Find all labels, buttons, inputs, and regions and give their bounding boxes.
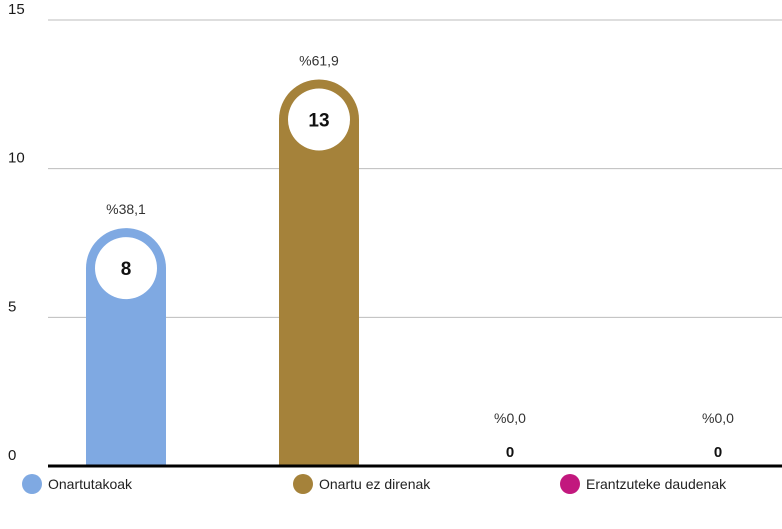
bars [86, 79, 359, 466]
legend-item-onartu-ez-direnak: Onartu ez direnak [293, 474, 430, 494]
percent-label: %61,9 [299, 52, 339, 68]
legend-swatch-erantzuteke-daudenak [560, 474, 580, 494]
y-tick-label: 0 [8, 447, 16, 464]
value-badge [288, 88, 350, 151]
legend-label: Onartutakoak [48, 476, 133, 492]
y-tick-label: 10 [8, 150, 25, 167]
gridlines [48, 19, 782, 318]
bar [279, 79, 359, 466]
percent-label: %0,0 [494, 410, 526, 426]
bar-labels: 8 %38,1 13 %61,9 %0,0 0 %0,0 0 [106, 52, 734, 461]
value-badge [95, 237, 157, 300]
legend-item-erantzuteke-daudenak: Erantzuteke daudenak [560, 474, 726, 494]
percent-label: %0,0 [702, 410, 734, 426]
y-axis-ticks: 0 5 10 15 [8, 1, 25, 464]
value-label: 13 [308, 110, 329, 131]
value-label: 0 [506, 444, 514, 461]
value-label: 0 [714, 444, 722, 461]
y-tick-label: 5 [8, 298, 16, 315]
percent-label: %38,1 [106, 201, 146, 217]
legend-label: Onartu ez direnak [319, 476, 431, 492]
y-tick-label: 15 [8, 1, 25, 18]
legend-label: Erantzuteke daudenak [586, 476, 727, 492]
legend: Onartutakoak Onartu ez direnak Erantzute… [0, 474, 782, 498]
legend-item-onartutakoak: Onartutakoak [22, 474, 132, 494]
legend-swatch-onartutakoak [22, 474, 42, 494]
value-label: 8 [121, 259, 132, 280]
legend-swatch-onartu-ez-direnak [293, 474, 313, 494]
